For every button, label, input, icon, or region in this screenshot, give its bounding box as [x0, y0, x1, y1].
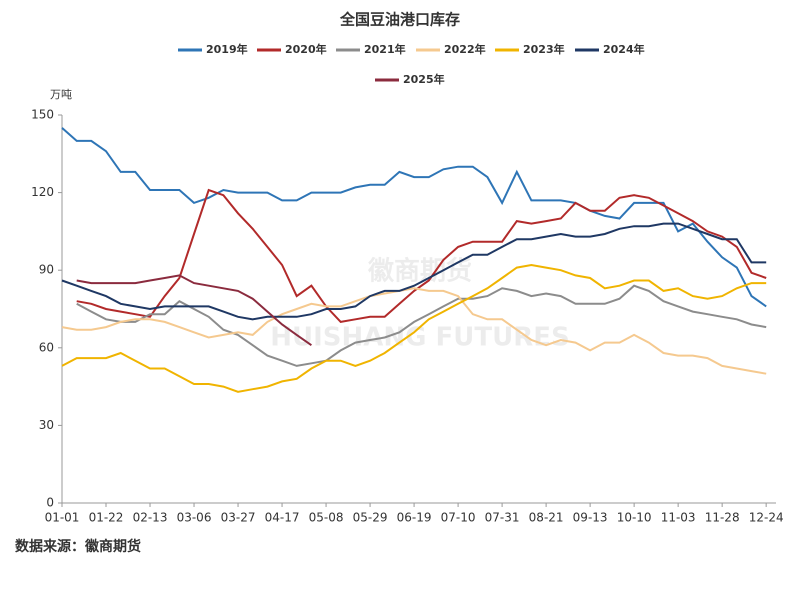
watermark: 徽商期货 [367, 256, 472, 287]
x-tick-label: 08-21 [529, 511, 564, 525]
y-tick-label: 0 [46, 496, 54, 510]
legend-label: 2024年 [603, 42, 645, 56]
x-tick-label: 03-06 [177, 511, 212, 525]
x-tick-label: 03-27 [221, 511, 256, 525]
x-tick-label: 05-08 [309, 511, 344, 525]
series-line [61, 127, 767, 308]
legend-label: 2019年 [206, 42, 248, 56]
x-tick-label: 01-01 [45, 511, 80, 525]
x-tick-label: 07-31 [485, 511, 520, 525]
x-tick-label: 12-24 [749, 511, 784, 525]
x-tick-label: 07-10 [441, 511, 476, 525]
x-tick-label: 02-13 [133, 511, 168, 525]
x-tick-label: 04-17 [265, 511, 300, 525]
series-line [61, 263, 767, 393]
series-line [61, 222, 767, 321]
x-tick-label: 06-19 [397, 511, 432, 525]
series-line [76, 188, 767, 323]
legend-label: 2022年 [444, 42, 486, 56]
y-tick-label: 60 [39, 340, 54, 354]
x-tick-label: 10-10 [617, 511, 652, 525]
legend-label: 2020年 [285, 42, 327, 56]
x-tick-label: 11-28 [705, 511, 740, 525]
legend-label: 2021年 [364, 42, 406, 56]
series-line [61, 287, 767, 375]
y-tick-label: 90 [39, 263, 54, 277]
x-tick-label: 05-29 [353, 511, 388, 525]
y-tick-label: 30 [39, 418, 54, 432]
chart-title: 全国豆油港口库存 [339, 11, 460, 29]
y-tick-label: 150 [31, 108, 54, 122]
y-tick-label: 120 [31, 185, 54, 199]
x-tick-label: 11-03 [661, 511, 696, 525]
legend-label: 2023年 [523, 42, 565, 56]
x-tick-label: 01-22 [89, 511, 124, 525]
source: 数据来源：徽商期货 [15, 538, 141, 555]
x-tick-label: 09-13 [573, 511, 608, 525]
series-line [76, 274, 312, 347]
legend-label: 2025年 [403, 72, 445, 86]
series-line [76, 284, 767, 367]
y-unit: 万吨 [50, 88, 72, 101]
